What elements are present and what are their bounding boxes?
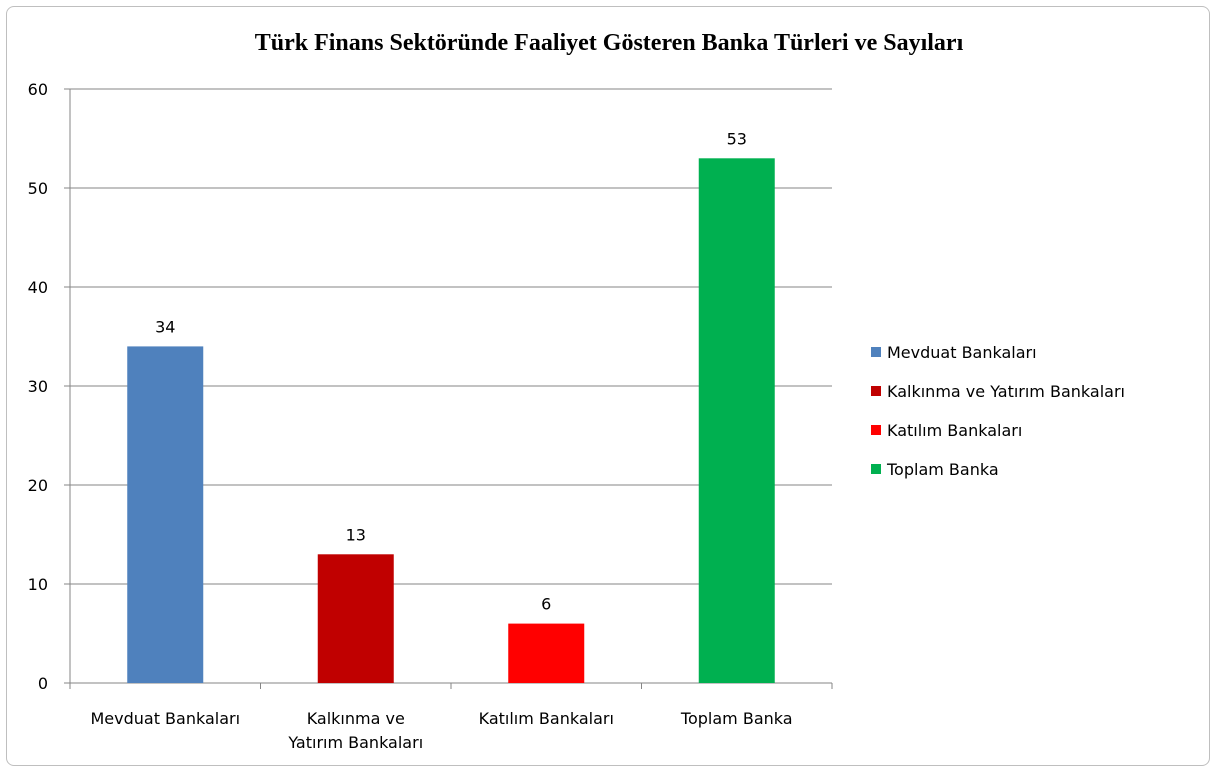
y-tick-label: 60 bbox=[28, 80, 48, 99]
legend-swatch bbox=[871, 464, 881, 474]
y-tick-label: 20 bbox=[28, 476, 48, 495]
x-tick-label: Mevduat Bankaları bbox=[90, 709, 240, 728]
y-tick-label: 50 bbox=[28, 179, 48, 198]
data-label: 34 bbox=[155, 317, 175, 336]
legend: Mevduat Bankaları Kalkınma ve Yatırım Ban… bbox=[871, 340, 1125, 496]
bar bbox=[508, 623, 585, 683]
x-tick-label-line: Katılım Bankaları bbox=[479, 709, 614, 728]
y-tick-label: 30 bbox=[28, 377, 48, 396]
y-tick-label: 0 bbox=[38, 674, 48, 693]
data-label: 6 bbox=[541, 595, 551, 614]
bar bbox=[127, 346, 204, 683]
bars bbox=[127, 158, 775, 684]
data-label: 53 bbox=[727, 129, 747, 148]
x-tick-label: Kalkınma ve Yatırım Bankaları bbox=[287, 709, 423, 752]
legend-item: Katılım Bankaları bbox=[871, 418, 1125, 442]
legend-label: Katılım Bankaları bbox=[887, 420, 1023, 440]
legend-swatch bbox=[871, 425, 881, 435]
bar bbox=[317, 554, 394, 683]
legend-item: Kalkınma ve Yatırım Bankaları bbox=[871, 379, 1125, 403]
x-tick-label-line: Mevduat Bankaları bbox=[90, 709, 240, 728]
x-tick-label: Katılım Bankaları bbox=[479, 709, 614, 728]
x-tick-label: Toplam Banka bbox=[680, 709, 793, 728]
data-label: 13 bbox=[346, 525, 366, 544]
y-tick-label: 40 bbox=[28, 278, 48, 297]
data-labels: 34 13 6 53 bbox=[155, 129, 747, 613]
x-tick-label-line: Kalkınma ve bbox=[307, 709, 405, 728]
legend-item: Toplam Banka bbox=[871, 457, 1125, 481]
legend-label: Mevduat Bankaları bbox=[887, 342, 1037, 362]
x-tick-label-line: Toplam Banka bbox=[680, 709, 793, 728]
legend-swatch bbox=[871, 347, 881, 357]
bar bbox=[698, 158, 775, 684]
x-tick-label-line: Yatırım Bankaları bbox=[287, 733, 423, 752]
chart-title: Türk Finans Sektöründe Faaliyet Gösteren… bbox=[254, 30, 964, 56]
legend-label: Kalkınma ve Yatırım Bankaları bbox=[887, 381, 1125, 401]
legend-item: Mevduat Bankaları bbox=[871, 340, 1125, 364]
y-tick-label: 10 bbox=[28, 575, 48, 594]
legend-label: Toplam Banka bbox=[887, 459, 999, 479]
legend-swatch bbox=[871, 386, 881, 396]
x-tick-labels: Mevduat Bankaları Kalkınma ve Yatırım Bank… bbox=[90, 709, 792, 752]
y-tick-labels: 0 10 20 30 40 50 60 bbox=[28, 80, 48, 693]
